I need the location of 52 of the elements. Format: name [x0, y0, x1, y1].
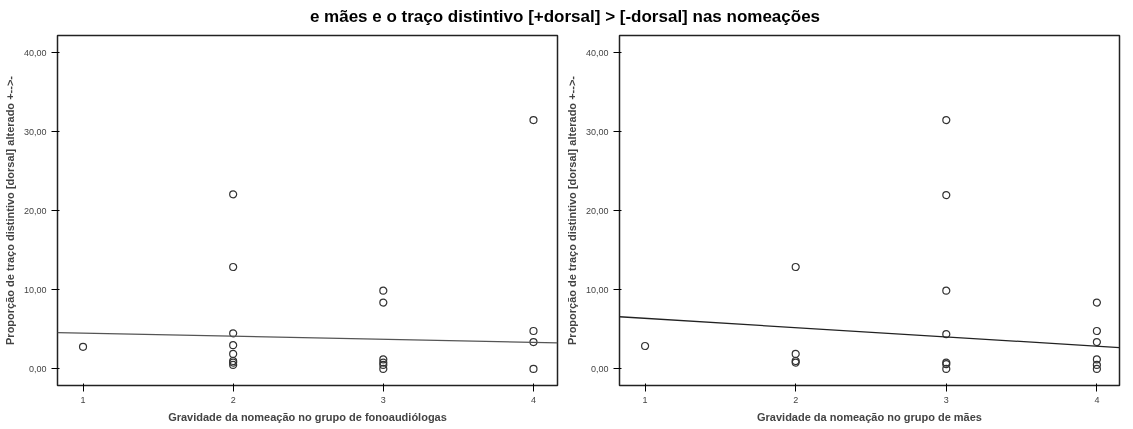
- point: [1092, 364, 1102, 373]
- point: [379, 364, 388, 373]
- x-tick-label: 1: [642, 394, 648, 405]
- x-tick-label: 2: [230, 394, 236, 405]
- y-axis-title: Proporção de traço distintivo [dorsal] alterado +-->-: [565, 75, 578, 345]
- chart-title: e mães e o traço distintivo [+dorsal] > [-dorsal] nas nomeações: [309, 6, 821, 28]
- point: [942, 115, 951, 125]
- y-tick-label: 10,00: [23, 284, 47, 295]
- point: [229, 360, 238, 370]
- point: [529, 326, 538, 336]
- point: [229, 262, 238, 272]
- x-tick-label: 3: [943, 394, 949, 405]
- point: [1092, 360, 1102, 370]
- point: [529, 364, 538, 373]
- x-tick-label: 4: [530, 394, 536, 405]
- x-axis-title: Gravidade da nomeação no grupo de fonoaudiólogas: [168, 410, 447, 423]
- y-axis-title: Proporção de traço distintivo [dorsal] alterado +-->-: [3, 75, 16, 345]
- x-tick-label: 2: [793, 394, 799, 405]
- point: [1092, 326, 1102, 336]
- point: [529, 337, 538, 347]
- y-tick-label: 0,00: [28, 363, 47, 374]
- y-tick-label: 30,00: [585, 126, 609, 137]
- y-tick-label: 10,00: [585, 284, 609, 295]
- x-tick-label: 4: [1094, 394, 1100, 405]
- point: [1092, 298, 1102, 307]
- y-tick-label: 30,00: [23, 126, 47, 137]
- point: [942, 364, 951, 373]
- point: [641, 341, 650, 351]
- point: [791, 262, 800, 272]
- point: [229, 190, 238, 199]
- y-tick-label: 20,00: [23, 205, 47, 216]
- point: [529, 115, 538, 125]
- point: [229, 341, 238, 350]
- point: [942, 191, 951, 200]
- point: [78, 342, 88, 351]
- point: [791, 349, 800, 358]
- point: [1092, 337, 1102, 347]
- point: [1092, 355, 1102, 364]
- point: [229, 349, 238, 358]
- point: [229, 329, 238, 338]
- point: [379, 286, 388, 295]
- y-tick-label: 40,00: [585, 47, 609, 58]
- y-tick-label: 20,00: [585, 205, 609, 216]
- point: [942, 330, 951, 339]
- y-tick-label: 40,00: [23, 47, 47, 58]
- y-tick-label: 0,00: [590, 363, 609, 374]
- point: [942, 286, 951, 295]
- x-tick-label: 3: [380, 394, 386, 405]
- x-axis-title: Gravidade da nomeação no grupo de mães: [757, 410, 982, 423]
- x-tick-label: 1: [80, 394, 86, 405]
- point: [379, 298, 388, 307]
- point: [379, 358, 388, 367]
